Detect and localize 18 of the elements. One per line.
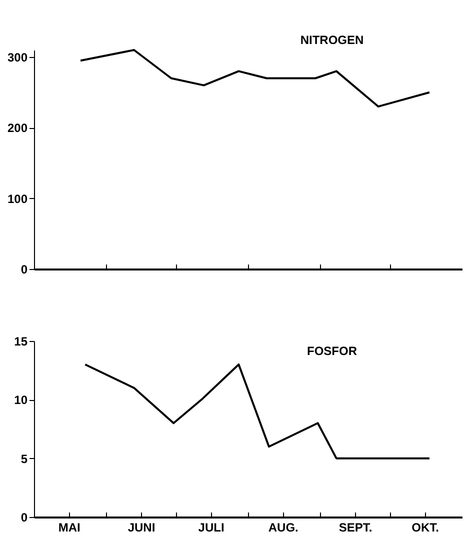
x-tick-label: AUG. <box>268 520 298 534</box>
x-tick-label: MAI <box>58 520 80 534</box>
x-tick-label: OKT. <box>412 520 439 534</box>
y-tick-label: 5 <box>20 452 28 466</box>
line-series <box>80 49 430 108</box>
y-tick-label: 10 <box>14 393 28 408</box>
x-tick-label: JUNI <box>128 520 156 534</box>
y-tick-label: 300 <box>7 50 28 65</box>
line-series <box>84 363 430 460</box>
text: FOSFOR <box>307 344 358 358</box>
x-tick-label: SEPT. <box>338 520 372 534</box>
text: NITROGEN <box>300 33 364 47</box>
y-tick-label: 200 <box>7 121 28 136</box>
y-tick-label: 0 <box>20 510 28 524</box>
y-tick-label: 0 <box>20 262 28 276</box>
y-tick-label: 15 <box>14 334 28 348</box>
y-tick-label: 100 <box>7 192 28 206</box>
x-tick-label: JULI <box>198 520 224 534</box>
